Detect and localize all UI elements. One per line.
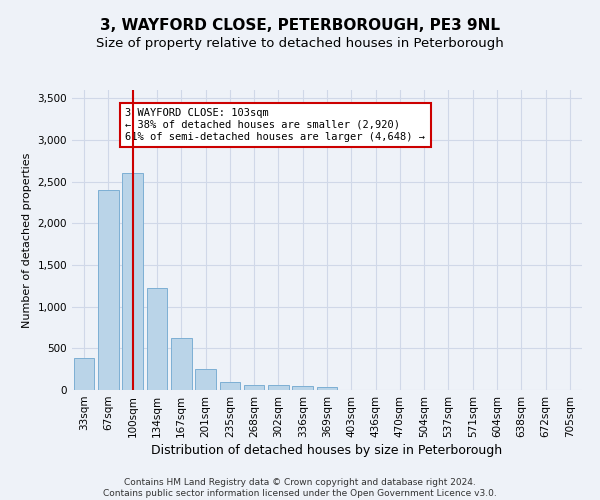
Text: Contains HM Land Registry data © Crown copyright and database right 2024.
Contai: Contains HM Land Registry data © Crown c…: [103, 478, 497, 498]
Text: 3, WAYFORD CLOSE, PETERBOROUGH, PE3 9NL: 3, WAYFORD CLOSE, PETERBOROUGH, PE3 9NL: [100, 18, 500, 32]
Text: Size of property relative to detached houses in Peterborough: Size of property relative to detached ho…: [96, 38, 504, 51]
Bar: [74, 358, 94, 390]
Text: 3 WAYFORD CLOSE: 103sqm
← 38% of detached houses are smaller (2,920)
61% of semi: 3 WAYFORD CLOSE: 103sqm ← 38% of detache…: [125, 108, 425, 142]
X-axis label: Distribution of detached houses by size in Peterborough: Distribution of detached houses by size …: [151, 444, 503, 457]
Y-axis label: Number of detached properties: Number of detached properties: [22, 152, 32, 328]
Bar: [122, 174, 143, 390]
Bar: [220, 382, 240, 390]
Bar: [171, 338, 191, 390]
Bar: [244, 385, 265, 390]
Bar: [98, 190, 119, 390]
Bar: [146, 288, 167, 390]
Bar: [195, 369, 216, 390]
Bar: [268, 386, 289, 390]
Bar: [317, 387, 337, 390]
Bar: [292, 386, 313, 390]
